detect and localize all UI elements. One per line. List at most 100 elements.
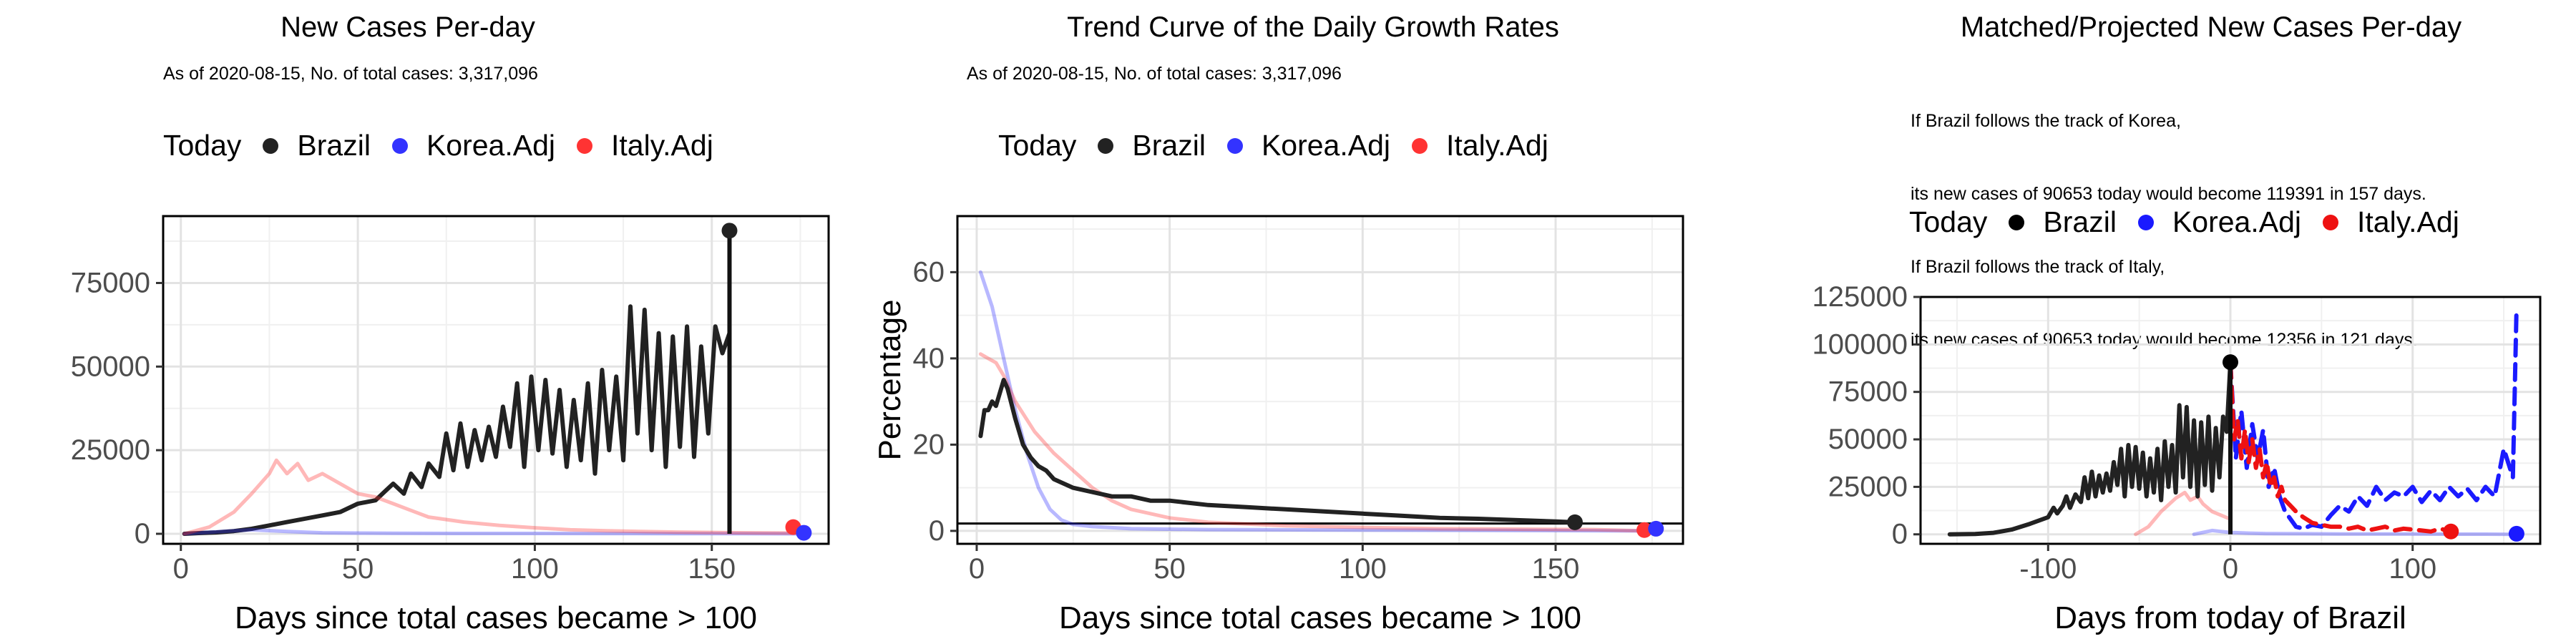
series-line-italy-adj <box>182 458 795 536</box>
y-axis-label: Percentage <box>872 299 907 460</box>
chart-subtitle: If Brazil follows the track of Korea, it… <box>1911 60 2426 401</box>
today-point-brazil <box>721 223 738 239</box>
chart-title: Trend Curve of the Daily Growth Rates <box>1067 11 1559 43</box>
x-axis-label: Days since total cases became > 100 <box>235 600 757 635</box>
legend-item-korea: Korea.Adj <box>391 129 556 162</box>
y-tick-label: 40 <box>913 343 945 374</box>
y-tick-label: 50000 <box>1828 424 1908 455</box>
legend-label: Brazil <box>1132 129 1206 162</box>
legend-title: Today <box>1909 205 1988 238</box>
today-point-italy-adj <box>2443 523 2459 540</box>
grid <box>163 216 829 544</box>
today-point-brazil <box>2223 354 2238 371</box>
legend-dot <box>2137 214 2154 230</box>
x-tick-label: 0 <box>173 553 189 585</box>
subtitle-line: If Brazil follows the track of Italy, <box>1911 257 2165 277</box>
y-tick-label: 75000 <box>1828 376 1908 408</box>
grid <box>957 216 1683 544</box>
series-line-korea-adj-projected <box>2228 305 2519 531</box>
legend-item-brazil: Brazil <box>2009 205 2117 239</box>
legend-label: Korea.Adj <box>1261 129 1391 162</box>
chart-plot: 0 25000 50000 75000 0 50 100 150 Days since tota… <box>71 215 830 635</box>
series-line-italy-adj <box>978 352 1646 533</box>
legend-item-italy: Italy.Adj <box>1412 129 1548 162</box>
chart-panel-1: New Cases Per-day As of 2020-08-15, No. … <box>0 0 859 644</box>
subtitle-line: its new cases of 90653 today would becom… <box>1911 330 2418 350</box>
legend-label: Brazil <box>2043 205 2117 238</box>
chart-panel-2: Trend Curve of the Daily Growth Rates As… <box>859 0 1717 644</box>
x-tick-label: 50 <box>1153 553 1186 585</box>
legend-label: Korea.Adj <box>2172 205 2302 238</box>
legend-title: Today <box>998 129 1077 162</box>
x-tick-label: 0 <box>2223 553 2238 585</box>
legend-dot <box>391 137 408 154</box>
y-tick-label: 75000 <box>71 267 150 298</box>
x-tick-label: -100 <box>2019 553 2077 585</box>
chart-subtitle: As of 2020-08-15, No. of total cases: 3,… <box>163 64 538 84</box>
y-tick-label: 100000 <box>1813 328 1908 360</box>
legend-dot <box>577 137 593 154</box>
legend-item-brazil: Brazil <box>1098 129 1206 162</box>
series-line-brazil <box>978 378 1577 525</box>
subtitle-line: If Brazil follows the track of Korea, <box>1911 111 2181 131</box>
plot-area <box>957 270 1683 533</box>
y-tick-label: 60 <box>913 256 945 288</box>
y-tick-label: 125000 <box>1813 281 1908 313</box>
y-tick-label: 50000 <box>71 351 150 382</box>
legend-dot <box>1412 137 1428 154</box>
y-tick-label: 0 <box>1892 519 1908 550</box>
legend-label: Italy.Adj <box>611 129 713 162</box>
plot-frame <box>162 215 830 545</box>
x-tick-label: 150 <box>1532 553 1580 585</box>
legend-dot <box>263 137 279 154</box>
legend-title: Today <box>163 129 242 162</box>
legend-item-korea: Korea.Adj <box>2137 205 2302 239</box>
series-line-korea-adj <box>182 527 806 536</box>
today-point-italy-adj <box>1636 522 1653 538</box>
series-line-italy-adj-projected <box>2228 360 2454 534</box>
y-tick-label: 25000 <box>1828 471 1908 502</box>
chart-subtitle: As of 2020-08-15, No. of total cases: 3,… <box>967 64 1342 84</box>
y-tick-label: 25000 <box>71 434 150 466</box>
today-point-brazil <box>1566 514 1583 530</box>
subtitle-line: its new cases of 90653 today would becom… <box>1911 184 2426 204</box>
legend-item-italy: Italy.Adj <box>577 129 713 162</box>
legend-dot <box>1226 137 1243 154</box>
legend-dot <box>2009 214 2025 230</box>
chart-panel-3: Matched/Projected New Cases Per-day If B… <box>1717 0 2576 644</box>
y-tick-label: 0 <box>135 518 150 550</box>
x-tick-label: 0 <box>969 553 985 585</box>
legend: Today Brazil Korea.Adj Italy.Adj <box>1909 205 2481 239</box>
x-axis-label: Days from today of Brazil <box>2054 600 2406 635</box>
series-line-korea-adj-matched <box>2192 528 2519 537</box>
x-axis-label: Days since total cases became > 100 <box>1059 600 1581 635</box>
x-tick-label: 100 <box>1339 553 1387 585</box>
y-tick-label: 20 <box>913 429 945 460</box>
legend: Today Brazil Korea.Adj Italy.Adj <box>163 129 735 162</box>
today-point-korea-adj <box>2508 525 2524 542</box>
legend-dot <box>2323 214 2339 230</box>
legend: Today Brazil Korea.Adj Italy.Adj <box>998 129 1570 162</box>
today-point-korea-adj <box>1648 520 1664 537</box>
today-point-korea-adj <box>796 525 812 541</box>
series-line-brazil <box>182 304 732 536</box>
legend-dot <box>1098 137 1114 154</box>
legend-label: Italy.Adj <box>2357 205 2459 238</box>
legend-label: Italy.Adj <box>1446 129 1548 162</box>
legend-label: Korea.Adj <box>426 129 556 162</box>
chart-title: Matched/Projected New Cases Per-day <box>1960 11 2462 43</box>
chart-title: New Cases Per-day <box>280 11 535 43</box>
plot-area <box>1947 305 2519 537</box>
x-tick-label: 50 <box>342 553 374 585</box>
x-tick-label: 100 <box>2389 553 2436 585</box>
x-tick-label: 150 <box>688 553 736 585</box>
series-line-brazil <box>1947 360 2233 537</box>
plot-frame <box>956 215 1684 545</box>
series-line-italy-adj-matched <box>2134 490 2233 537</box>
legend-item-korea: Korea.Adj <box>1226 129 1391 162</box>
chart-plot: 0 20 40 60 0 50 100 150 Days since total cases b… <box>872 215 1684 635</box>
y-tick-label: 0 <box>929 515 945 547</box>
legend-item-brazil: Brazil <box>263 129 371 162</box>
chart-plot: 0 25000 50000 75000 100000 125000 -100 0 100 Days… <box>1813 281 2542 635</box>
legend-label: Brazil <box>297 129 371 162</box>
